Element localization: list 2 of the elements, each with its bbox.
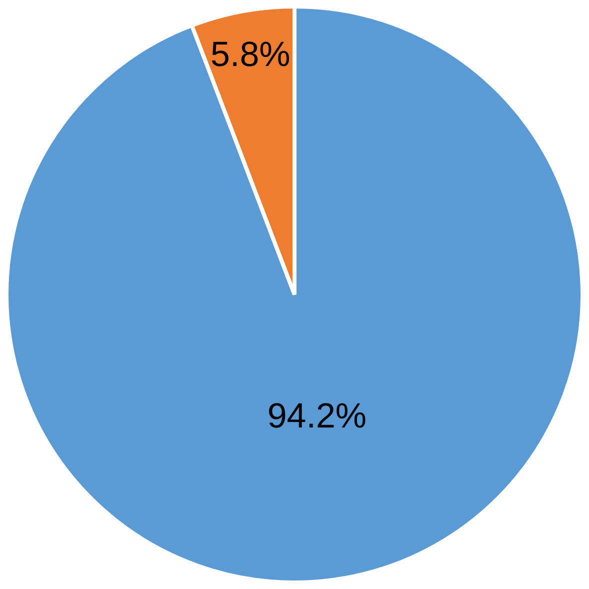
data-label: 94.2% bbox=[267, 396, 367, 436]
data-label: 5.8% bbox=[210, 35, 290, 74]
